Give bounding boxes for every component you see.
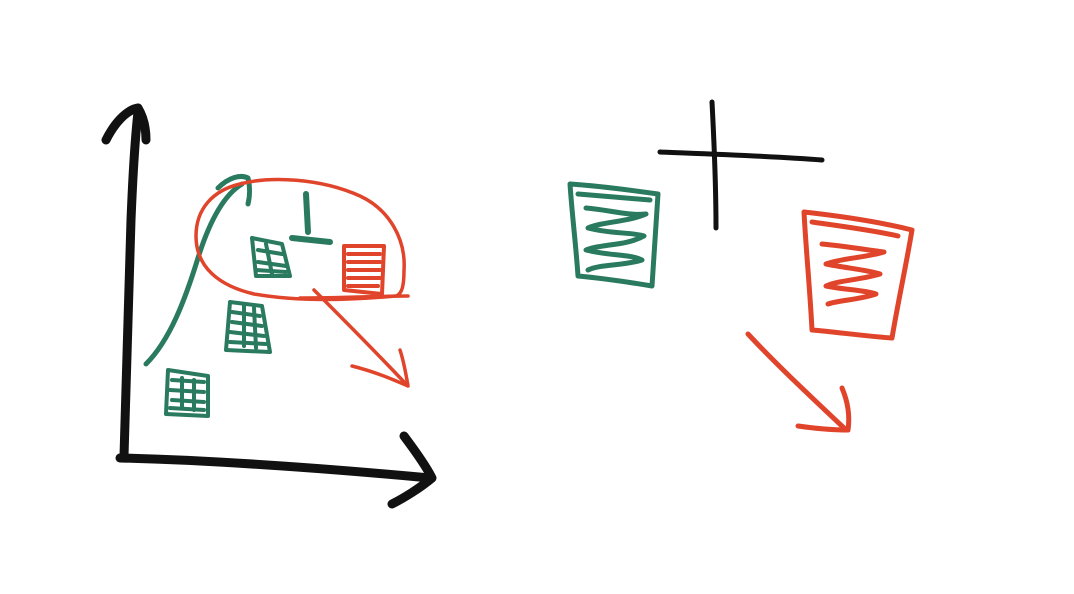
red-zigzag-box (801, 209, 915, 341)
right-panel (567, 99, 915, 433)
green-zigzag-box (567, 181, 661, 289)
red-hatched-box (342, 244, 386, 296)
red-downward-arrow (312, 288, 410, 388)
green-hatched-box-3 (250, 236, 292, 278)
red-diagonal-arrow (745, 331, 852, 433)
left-panel (101, 103, 437, 509)
green-t-mark (289, 191, 333, 245)
axis-x-arrow (115, 431, 437, 509)
green-growth-curve-arrow (143, 173, 252, 367)
green-hatched-box-2 (224, 300, 272, 354)
black-plus-sign (657, 99, 825, 231)
green-hatched-box-1 (164, 368, 210, 418)
red-highlight-lasso (194, 177, 410, 302)
axis-y-arrow (101, 103, 151, 461)
